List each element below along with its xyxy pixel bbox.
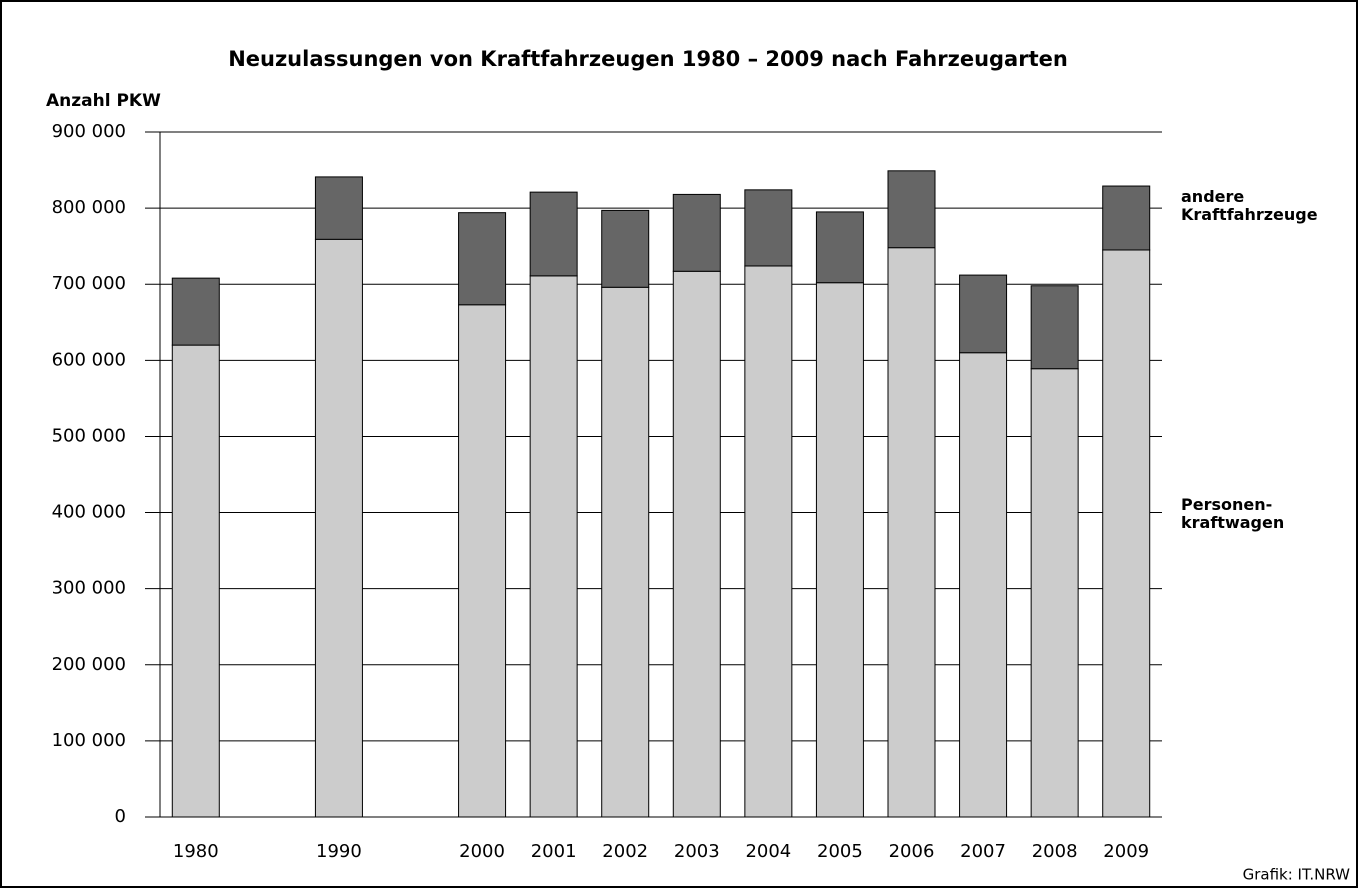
x-tick-label: 2004	[745, 841, 791, 862]
bar-segment	[1102, 185, 1151, 251]
y-tick-label: 400 000	[52, 502, 126, 523]
legend-entry: andere Kraftfahrzeuge	[1181, 187, 1318, 224]
y-tick-label: 100 000	[52, 730, 126, 751]
y-tick-label: 900 000	[52, 121, 126, 142]
bar-segment	[744, 189, 793, 267]
x-tick-label: 2001	[531, 841, 577, 862]
y-tick-label: 0	[115, 806, 126, 827]
bar-segment	[1102, 249, 1151, 818]
bar-segment	[458, 212, 507, 306]
bar-segment	[314, 238, 363, 818]
x-tick-label: 2007	[960, 841, 1006, 862]
bar-segment	[959, 274, 1008, 354]
y-tick-label: 800 000	[52, 197, 126, 218]
bar-segment	[744, 265, 793, 818]
x-tick-label: 2005	[817, 841, 863, 862]
x-tick-label: 2002	[602, 841, 648, 862]
y-tick-label: 600 000	[52, 349, 126, 370]
y-tick-label: 300 000	[52, 578, 126, 599]
x-tick-label: 2009	[1103, 841, 1149, 862]
bar-segment	[672, 193, 721, 272]
legend-entry: Personen- kraftwagen	[1181, 495, 1285, 532]
x-tick-label: 2006	[889, 841, 935, 862]
bar-segment	[959, 352, 1008, 818]
x-tick-label: 2008	[1032, 841, 1078, 862]
bar-segment	[672, 270, 721, 818]
source: Grafik: IT.NRW	[1243, 866, 1351, 884]
x-tick-label: 1990	[316, 841, 362, 862]
y-tick-label: 200 000	[52, 654, 126, 675]
bar-segment	[601, 286, 650, 818]
bar-segment	[887, 247, 936, 818]
bar-segment	[171, 277, 220, 346]
bar-segment	[458, 304, 507, 818]
bar-segment	[1030, 368, 1079, 818]
x-tick-label: 2003	[674, 841, 720, 862]
bar-segment	[529, 275, 578, 818]
y-tick-label: 500 000	[52, 425, 126, 446]
bar-segment	[601, 209, 650, 288]
x-tick-label: 2000	[459, 841, 505, 862]
y-axis-label: Anzahl PKW	[46, 91, 161, 111]
x-tick-label: 1980	[173, 841, 219, 862]
bar-segment	[529, 191, 578, 277]
bar-segment	[815, 282, 864, 818]
bar-segment	[887, 170, 936, 249]
bar-segment	[815, 211, 864, 284]
bar-segment	[1030, 285, 1079, 370]
bar-segment	[171, 344, 220, 818]
y-tick-label: 700 000	[52, 273, 126, 294]
bar-segment	[314, 176, 363, 240]
chart-title: Neuzulassungen von Kraftfahrzeugen 1980 …	[228, 47, 1068, 71]
